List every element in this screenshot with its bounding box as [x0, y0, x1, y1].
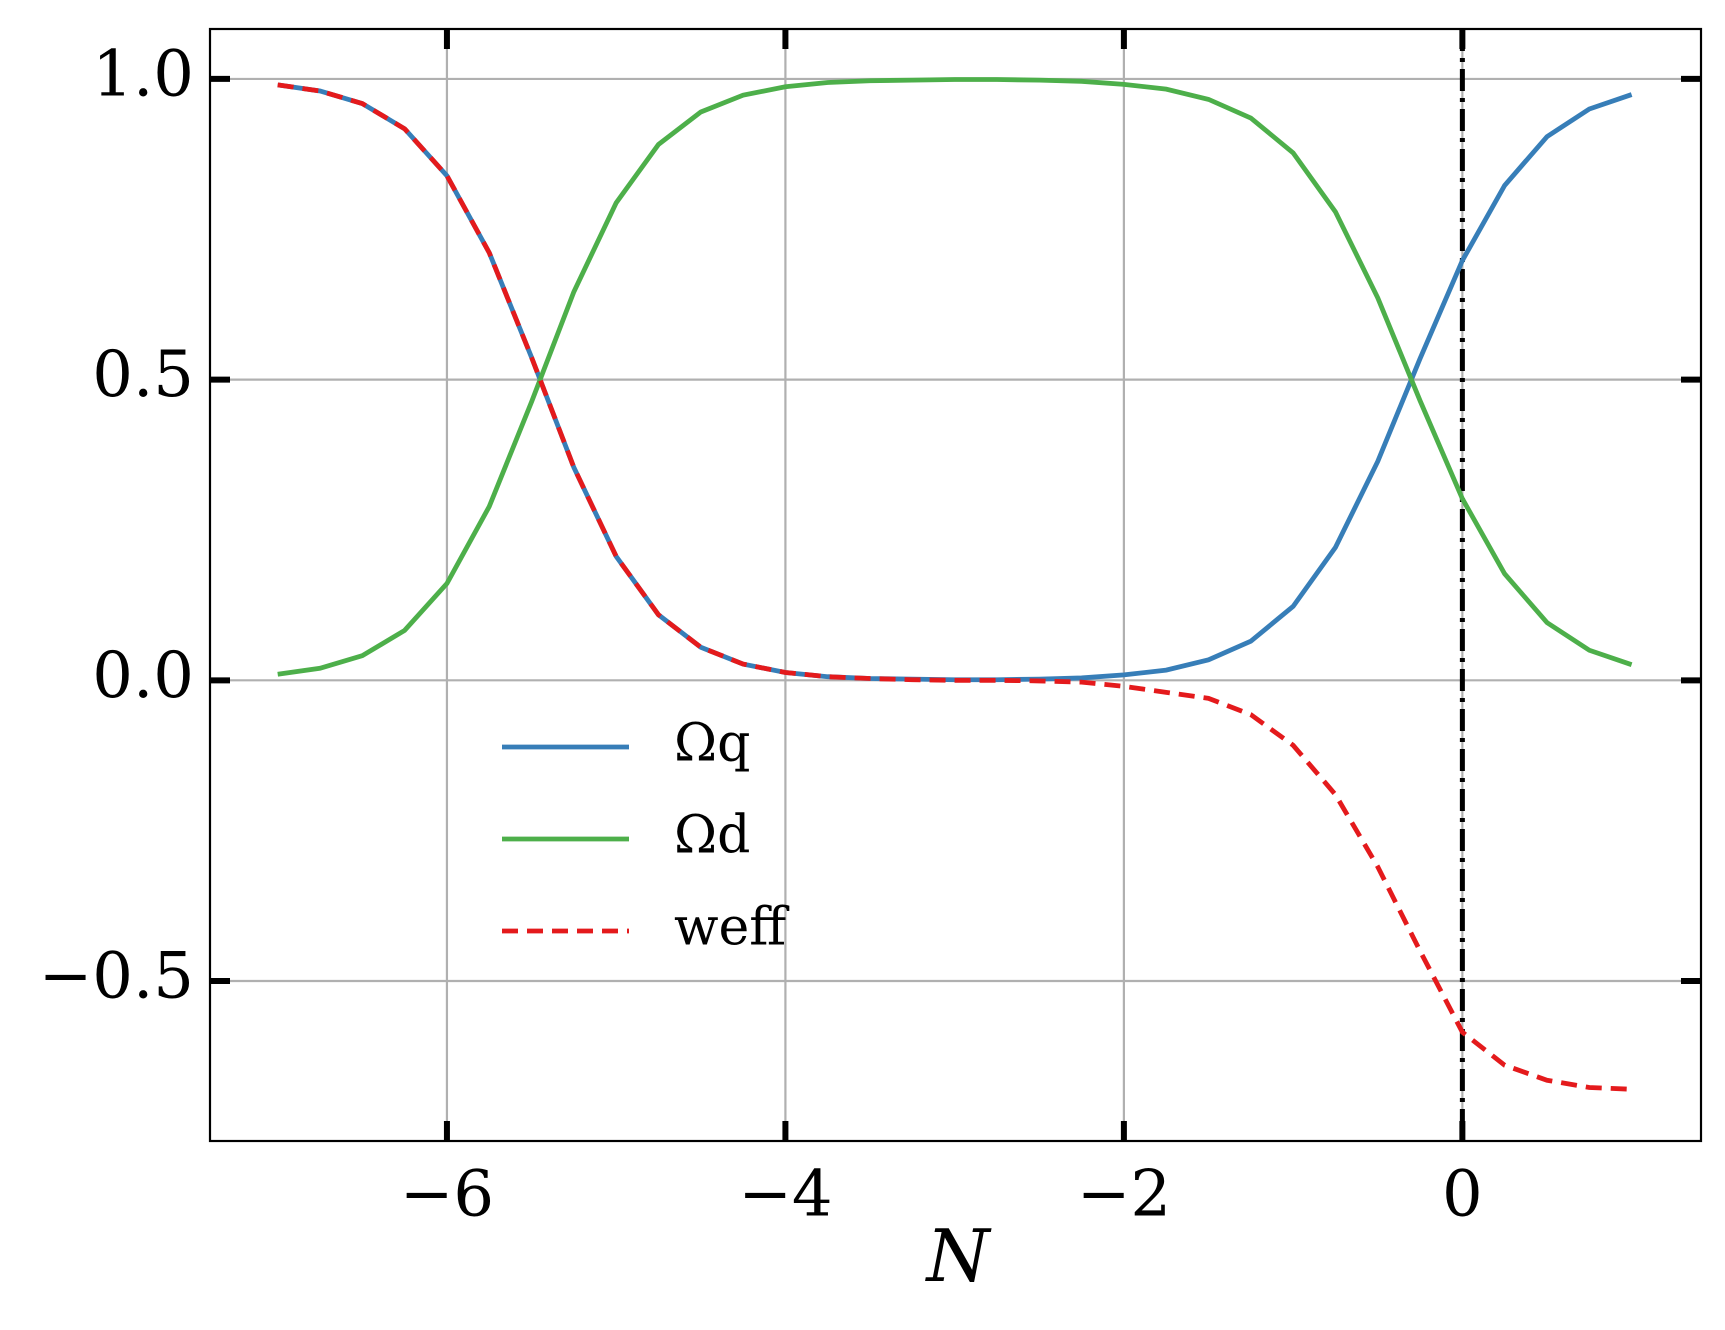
legend-label: weff — [674, 898, 790, 958]
y-tick-label: −0.5 — [39, 940, 194, 1014]
x-tick-label: 0 — [1442, 1158, 1483, 1232]
y-tick-label: 0.0 — [92, 639, 194, 713]
y-tick-label: 0.5 — [92, 338, 194, 412]
y-tick-label: 1.0 — [92, 37, 194, 111]
series-line — [277, 82, 1633, 683]
legend-label: Ωq — [674, 714, 750, 774]
legend-label: Ωd — [674, 806, 750, 866]
series-line — [277, 77, 1633, 677]
x-axis-label: N — [925, 1214, 993, 1298]
plot-frame — [208, 27, 1703, 1143]
x-tick-label: −6 — [400, 1158, 494, 1232]
series-line — [277, 82, 1632, 1092]
x-tick-label: −2 — [1077, 1158, 1171, 1232]
x-tick-label: −4 — [738, 1158, 832, 1232]
